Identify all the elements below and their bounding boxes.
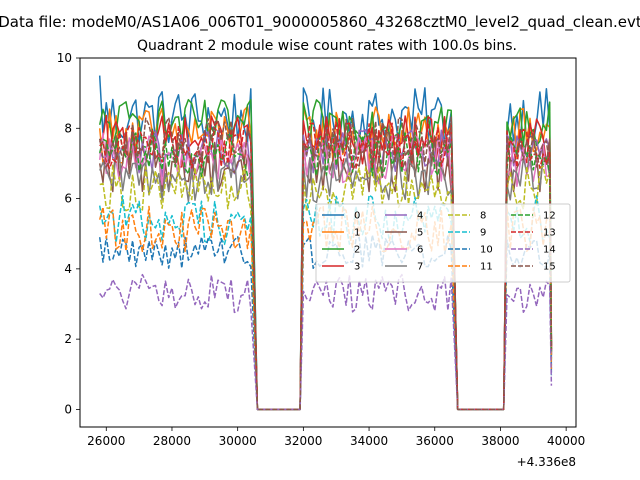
y-tick-label: 6 xyxy=(64,192,72,206)
y-tick-label: 4 xyxy=(64,262,72,276)
series-line-7 xyxy=(99,151,553,411)
legend-label-3: 3 xyxy=(354,262,360,273)
legend-label-5: 5 xyxy=(417,228,423,239)
x-tick-label: 28000 xyxy=(153,434,191,448)
legend-label-0: 0 xyxy=(354,211,360,222)
legend-box xyxy=(315,203,571,283)
x-tick-label: 26000 xyxy=(87,434,125,448)
legend-label-10: 10 xyxy=(480,245,493,256)
axes-border xyxy=(79,57,577,428)
legend-label-13: 13 xyxy=(543,228,556,239)
legend-label-8: 8 xyxy=(480,211,486,222)
series-line-8 xyxy=(99,164,553,411)
y-tick-label: 2 xyxy=(64,332,72,346)
chart-title: Quadrant 2 module wise count rates with … xyxy=(137,38,517,54)
series-line-15 xyxy=(98,116,553,411)
figure-suptitle: Data file: modeM0/AS1A06_006T01_90000058… xyxy=(0,13,640,32)
legend-label-1: 1 xyxy=(354,228,360,239)
x-tick-label: 32000 xyxy=(284,434,322,448)
series-line-14 xyxy=(99,273,553,411)
legend-label-11: 11 xyxy=(480,262,493,273)
legend-label-15: 15 xyxy=(543,262,556,273)
x-tick-label: 40000 xyxy=(547,434,585,448)
legend-label-9: 9 xyxy=(480,228,486,239)
y-tick-label: 0 xyxy=(64,402,72,416)
y-axis: 0 2 4 6 8 10 xyxy=(57,51,80,416)
series-line-13 xyxy=(99,121,553,411)
legend-label-7: 7 xyxy=(417,262,423,273)
series-line-12 xyxy=(98,129,553,411)
legend-label-14: 14 xyxy=(543,245,556,256)
x-tick-label: 38000 xyxy=(481,434,519,448)
x-tick-label: 36000 xyxy=(416,434,454,448)
x-tick-label: 30000 xyxy=(219,434,257,448)
y-tick-label: 8 xyxy=(64,121,72,135)
x-tick-label: 34000 xyxy=(350,434,388,448)
legend-label-2: 2 xyxy=(354,245,360,256)
x-axis: 26000 28000 30000 32000 34000 36000 38000 40000 xyxy=(87,427,585,448)
y-tick-label: 10 xyxy=(57,51,72,65)
x-offset-label: +4.336e8 xyxy=(517,455,576,469)
legend-label-6: 6 xyxy=(417,245,423,256)
legend-label-4: 4 xyxy=(417,211,423,222)
legend-label-12: 12 xyxy=(543,211,556,222)
